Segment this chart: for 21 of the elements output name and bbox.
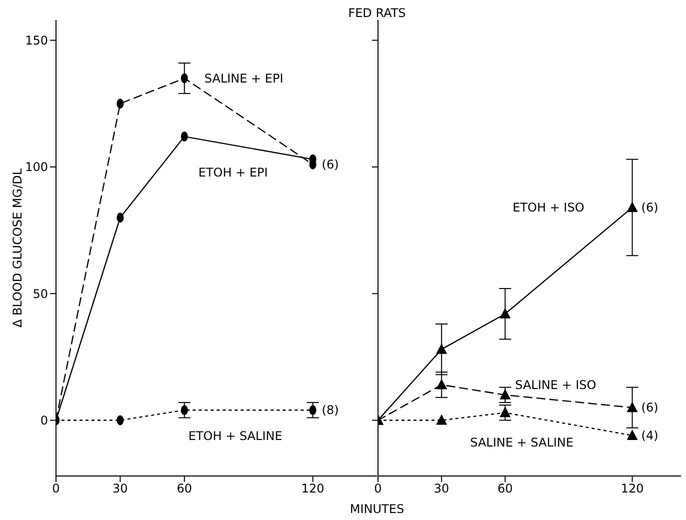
text: ETOH + ISO: [512, 200, 584, 214]
x-tick-label: 0: [52, 482, 60, 496]
series-label: SALINE + EPI: [204, 71, 284, 86]
chart-title: FED RATS: [348, 6, 406, 20]
y-tick-label: 50: [32, 286, 48, 301]
x-tick-label: 60: [176, 482, 192, 496]
x-tick-label: 0: [374, 482, 382, 496]
y-axis-title: Δ BLOOD GLUCOSE MG/DL: [10, 168, 24, 328]
series-label: ETOH + SALINE: [188, 429, 282, 444]
series-label: SALINE + ISO: [515, 378, 596, 392]
series-label: SALINE + SALINE: [470, 436, 574, 450]
x-tick-label: 30: [112, 482, 128, 496]
x-tick-label: 30: [434, 482, 450, 496]
x-tick-label: 120: [620, 482, 644, 496]
x-axis-title: MINUTES: [350, 502, 404, 516]
series-label: ETOH + EPI: [198, 166, 268, 180]
x-tick-label: 60: [497, 482, 513, 496]
x-tick-label: 120: [301, 482, 324, 496]
y-tick-label: 0: [40, 414, 48, 428]
y-tick-label: 150: [25, 34, 48, 48]
y-tick-label: 100: [25, 160, 48, 174]
